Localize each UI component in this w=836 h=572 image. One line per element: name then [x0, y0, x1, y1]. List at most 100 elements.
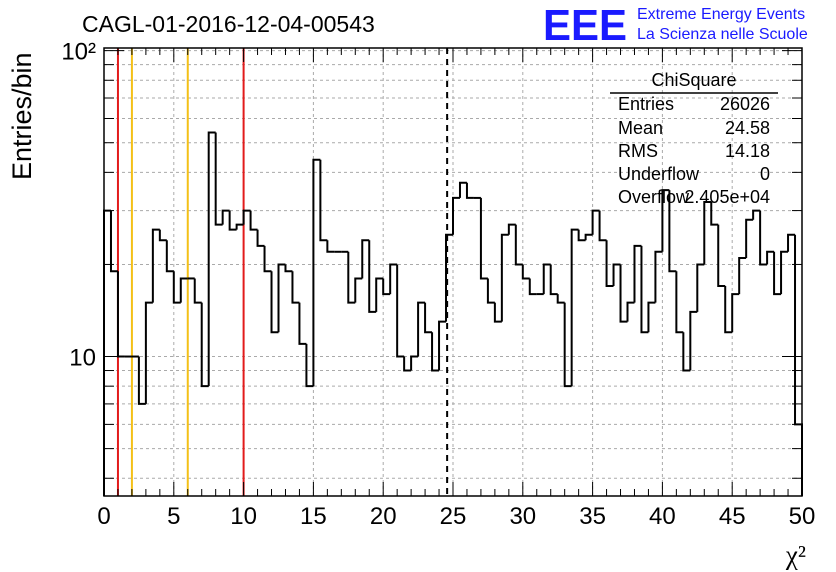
histogram-bin [109, 210, 118, 273]
histogram-bin [626, 301, 635, 322]
histogram-bin [431, 332, 440, 372]
stats-entries-value: 26026 [720, 94, 770, 114]
stats-overflow-label: Overflow [618, 187, 690, 207]
histogram-bin [116, 271, 125, 358]
histogram-bin [493, 302, 502, 323]
histogram-bin [787, 233, 796, 252]
x-tick-label: 10 [230, 503, 257, 530]
histogram-bin [207, 131, 216, 387]
histogram-bin [465, 182, 474, 199]
x-tick-label: 0 [97, 503, 110, 530]
histogram-bin [263, 245, 272, 273]
histogram-bin [235, 223, 244, 230]
histogram-bin [312, 158, 321, 387]
histogram-bin [291, 271, 300, 304]
histogram-bin [570, 228, 579, 387]
histogram-bin [151, 228, 160, 303]
histogram-bin [598, 210, 607, 242]
stats-mean-value: 24.58 [725, 118, 770, 138]
histogram-bin [528, 278, 537, 296]
y-tick-labels: 10 10² [61, 39, 96, 372]
histogram-bin [424, 302, 433, 334]
x-tick-label: 50 [789, 503, 816, 530]
histogram-bin [500, 233, 509, 322]
logo-line-1: Extreme Energy Events [637, 6, 805, 23]
histogram-bin [242, 209, 251, 225]
histogram-bin [521, 264, 530, 280]
histogram-bin [382, 278, 391, 296]
stats-underflow-value: 0 [760, 164, 770, 184]
histogram-bin [703, 201, 712, 265]
x-axis-label: χ² [785, 540, 806, 570]
histogram-bin [766, 250, 775, 265]
y-tick-label: 10 [69, 345, 96, 372]
histogram-bin [507, 223, 516, 235]
histogram-bin [389, 263, 398, 295]
histogram-bin [696, 263, 705, 312]
histogram-bin [556, 294, 565, 304]
stats-entries-label: Entries [618, 94, 674, 114]
stats-rms-value: 14.18 [725, 141, 770, 161]
histogram-bin [752, 209, 761, 220]
x-tick-label: 40 [649, 503, 676, 530]
histogram-bin [647, 301, 656, 333]
axis-ticks [103, 48, 803, 496]
histogram-bin [584, 233, 593, 241]
x-tick-label: 30 [509, 503, 536, 530]
histogram-bin [354, 277, 363, 303]
histogram-bin [172, 271, 181, 304]
histogram-bin [221, 209, 230, 225]
histogram-bin [486, 278, 495, 304]
logo-mark: EEE [543, 1, 627, 50]
histogram-bin [549, 264, 558, 296]
histogram-bin [375, 277, 384, 312]
x-tick-label: 15 [300, 503, 327, 530]
x-tick-label: 5 [167, 503, 180, 530]
histogram-bin [193, 278, 202, 304]
histogram-bin [738, 256, 747, 295]
histogram-bin [619, 264, 628, 323]
histogram-bin [633, 244, 642, 303]
stats-rms-label: RMS [618, 141, 658, 161]
histogram-bin [137, 356, 146, 405]
chart-title: CAGL-01-2016-12-04-00543 [82, 11, 375, 37]
y-axis-label: Entries/bin [7, 52, 37, 180]
x-tick-label: 25 [440, 503, 467, 530]
histogram-bin [780, 250, 789, 295]
histogram-bin [794, 234, 803, 496]
histogram-bin [200, 302, 209, 388]
stats-underflow-label: Underflow [618, 164, 700, 184]
histogram-bin [654, 250, 663, 303]
histogram-bin [717, 224, 726, 288]
histogram-bin [298, 302, 307, 345]
histogram-bin [591, 209, 600, 235]
histogram-bin [682, 332, 691, 372]
histogram-bin [284, 264, 293, 273]
histogram-bin [452, 196, 460, 235]
histogram-bin [396, 264, 405, 358]
histogram-bin [445, 233, 453, 322]
stats-overflow-value: 2.405e+04 [684, 187, 770, 207]
histogram-bin [710, 202, 719, 226]
histogram-bin [612, 263, 621, 287]
histogram-bin [417, 301, 426, 357]
histogram-bin [479, 197, 488, 280]
histogram-bin [179, 277, 188, 303]
x-tick-label: 35 [579, 503, 606, 530]
histogram-bin [542, 263, 551, 295]
histogram-bin [277, 263, 286, 333]
histogram-bin [668, 190, 677, 273]
histogram-bin [731, 293, 740, 333]
histogram-bin [724, 286, 733, 334]
histogram-bin [605, 240, 614, 288]
histogram-bin [103, 209, 111, 496]
stats-box: ChiSquare Entries 26026 Mean 24.58 RMS 1… [610, 70, 778, 207]
histogram-bin [270, 271, 279, 334]
histogram-bin [326, 240, 335, 253]
histogram-bin [228, 210, 237, 231]
y-tick-label: 10² [61, 39, 96, 66]
histogram-bin [563, 302, 572, 388]
histogram-bin [319, 159, 328, 242]
histogram-bin [368, 240, 377, 313]
